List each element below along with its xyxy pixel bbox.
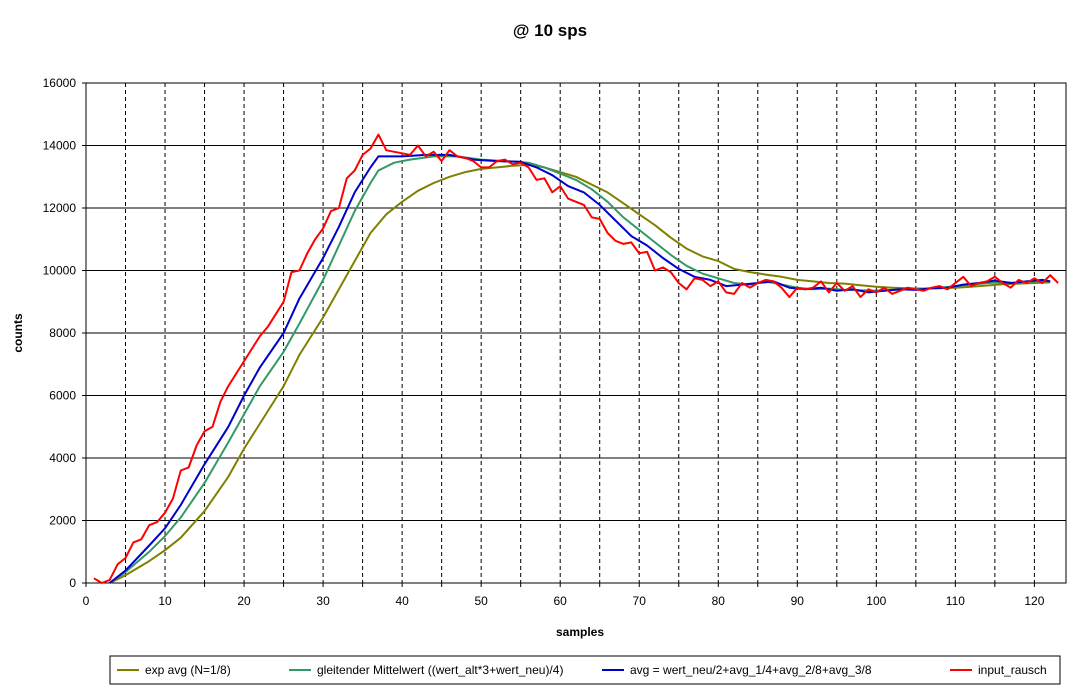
legend-label: avg = wert_neu/2+avg_1/4+avg_2/8+avg_3/8 bbox=[630, 663, 872, 677]
y-tick-label: 12000 bbox=[43, 201, 77, 215]
x-axis-label: samples bbox=[556, 625, 604, 639]
series-line-2 bbox=[109, 155, 1051, 584]
x-tick-label: 30 bbox=[316, 594, 330, 608]
series-line-3 bbox=[109, 153, 1051, 584]
y-tick-label: 0 bbox=[69, 576, 76, 590]
x-tick-label: 120 bbox=[1024, 594, 1044, 608]
series-line-4 bbox=[93, 133, 1059, 584]
legend-box bbox=[109, 655, 1061, 685]
x-tick-label: 60 bbox=[554, 594, 568, 608]
series-layer bbox=[93, 133, 1059, 584]
legend: exp avg (N=1/8) gleitender Mittelwert ((w… bbox=[109, 655, 1061, 685]
y-tick-label: 16000 bbox=[43, 76, 77, 90]
y-axis-label: counts bbox=[11, 313, 25, 353]
x-tick-label: 100 bbox=[866, 594, 886, 608]
chart-title: @ 10 sps bbox=[513, 21, 587, 40]
axes: 0 2000 4000 6000 8000 10000 12000 14000 16000 0 10… bbox=[43, 76, 1045, 608]
legend-label: input_rausch bbox=[978, 663, 1047, 677]
x-tick-label: 0 bbox=[83, 594, 90, 608]
x-tick-label: 80 bbox=[712, 594, 726, 608]
y-tick-label: 8000 bbox=[49, 326, 76, 340]
legend-label: exp avg (N=1/8) bbox=[145, 663, 231, 677]
grid bbox=[86, 82, 1066, 583]
x-tick-label: 50 bbox=[474, 594, 488, 608]
y-tick-label: 14000 bbox=[43, 139, 77, 153]
x-tick-label: 20 bbox=[237, 594, 251, 608]
x-tick-label: 10 bbox=[158, 594, 172, 608]
x-tick-label: 70 bbox=[633, 594, 647, 608]
x-tick-label: 110 bbox=[946, 594, 965, 608]
legend-label: gleitender Mittelwert ((wert_alt*3+wert_… bbox=[317, 663, 563, 677]
series-line-1 bbox=[109, 163, 1051, 584]
y-tick-label: 2000 bbox=[49, 514, 76, 528]
y-tick-label: 6000 bbox=[49, 389, 76, 403]
y-tick-label: 10000 bbox=[43, 264, 77, 278]
x-tick-label: 90 bbox=[791, 594, 805, 608]
y-tick-label: 4000 bbox=[49, 451, 76, 465]
x-tick-label: 40 bbox=[395, 594, 409, 608]
